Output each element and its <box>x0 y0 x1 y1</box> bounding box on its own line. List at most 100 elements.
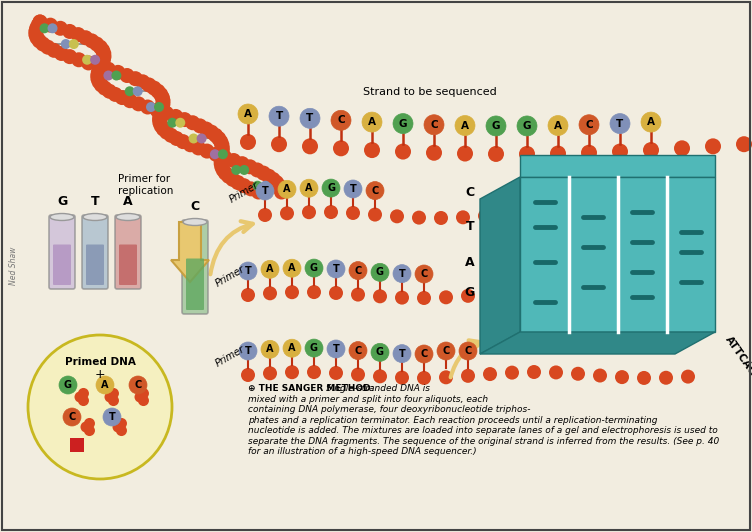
Circle shape <box>271 178 287 193</box>
Circle shape <box>221 169 236 184</box>
Circle shape <box>260 181 271 190</box>
Circle shape <box>263 367 277 380</box>
Circle shape <box>368 207 382 221</box>
Circle shape <box>90 68 105 83</box>
Circle shape <box>185 115 200 130</box>
Text: G: G <box>492 121 500 131</box>
Text: A: A <box>554 121 562 130</box>
Circle shape <box>390 209 404 223</box>
Circle shape <box>69 39 79 49</box>
Ellipse shape <box>183 219 207 226</box>
Circle shape <box>581 145 597 161</box>
Circle shape <box>226 172 241 187</box>
Text: Primer for
replication: Primer for replication <box>118 174 174 196</box>
Circle shape <box>215 144 230 159</box>
Circle shape <box>108 87 123 102</box>
Circle shape <box>167 118 177 128</box>
Circle shape <box>327 340 345 358</box>
FancyArrow shape <box>171 222 209 282</box>
Circle shape <box>208 128 223 143</box>
Circle shape <box>84 418 95 429</box>
Circle shape <box>373 369 387 384</box>
Circle shape <box>89 37 105 52</box>
Circle shape <box>153 87 168 102</box>
Text: A: A <box>461 121 469 130</box>
Text: G: G <box>57 195 67 208</box>
Text: +: + <box>95 369 105 381</box>
Circle shape <box>544 205 558 219</box>
FancyBboxPatch shape <box>186 259 204 310</box>
Circle shape <box>78 30 93 45</box>
Circle shape <box>244 181 259 196</box>
Text: C: C <box>420 349 428 359</box>
Circle shape <box>103 408 121 426</box>
Circle shape <box>218 165 233 180</box>
Circle shape <box>483 287 497 301</box>
FancyBboxPatch shape <box>53 245 71 285</box>
Circle shape <box>71 27 86 42</box>
Text: G: G <box>465 286 475 298</box>
Circle shape <box>91 59 106 73</box>
Circle shape <box>285 365 299 379</box>
Circle shape <box>216 162 231 178</box>
Circle shape <box>238 104 258 124</box>
Circle shape <box>154 103 169 118</box>
Circle shape <box>32 14 47 29</box>
Circle shape <box>302 205 316 219</box>
Circle shape <box>426 145 442 161</box>
Text: A: A <box>123 195 133 208</box>
Polygon shape <box>480 177 520 354</box>
Text: G: G <box>376 267 384 277</box>
Circle shape <box>189 134 199 144</box>
Circle shape <box>156 96 171 111</box>
Circle shape <box>333 140 349 156</box>
Text: T: T <box>244 266 251 276</box>
Circle shape <box>150 103 165 118</box>
Circle shape <box>138 388 149 399</box>
Text: C: C <box>585 120 593 130</box>
Circle shape <box>214 150 229 165</box>
Circle shape <box>395 371 409 385</box>
Circle shape <box>362 112 382 132</box>
Circle shape <box>214 147 229 162</box>
Circle shape <box>349 262 367 280</box>
Circle shape <box>125 86 135 96</box>
Circle shape <box>261 340 279 359</box>
Circle shape <box>615 290 629 304</box>
Circle shape <box>346 206 360 220</box>
Text: G: G <box>399 119 408 129</box>
Text: A: A <box>102 380 109 390</box>
Text: T: T <box>306 113 314 123</box>
Circle shape <box>457 146 473 162</box>
Circle shape <box>104 71 114 80</box>
Circle shape <box>736 136 752 152</box>
Text: T: T <box>399 269 405 279</box>
Text: C: C <box>430 120 438 130</box>
Circle shape <box>307 285 321 299</box>
Circle shape <box>96 43 110 58</box>
Circle shape <box>102 84 117 99</box>
Text: C: C <box>337 115 345 126</box>
Circle shape <box>459 342 477 360</box>
Circle shape <box>90 55 100 65</box>
Circle shape <box>28 335 172 479</box>
Circle shape <box>29 30 44 45</box>
Circle shape <box>147 81 162 96</box>
Circle shape <box>226 153 241 168</box>
Text: Strand to be sequenced: Strand to be sequenced <box>363 87 497 97</box>
Circle shape <box>393 345 411 363</box>
Circle shape <box>183 137 198 152</box>
Circle shape <box>153 115 168 130</box>
Text: C: C <box>354 346 362 355</box>
Text: T: T <box>244 346 251 356</box>
Circle shape <box>517 116 537 136</box>
Circle shape <box>395 290 409 305</box>
Circle shape <box>43 18 58 32</box>
Circle shape <box>208 147 223 162</box>
Circle shape <box>283 339 301 357</box>
Circle shape <box>31 18 46 32</box>
FancyBboxPatch shape <box>182 220 208 314</box>
Circle shape <box>424 115 444 135</box>
Circle shape <box>111 65 126 80</box>
Circle shape <box>239 342 257 360</box>
